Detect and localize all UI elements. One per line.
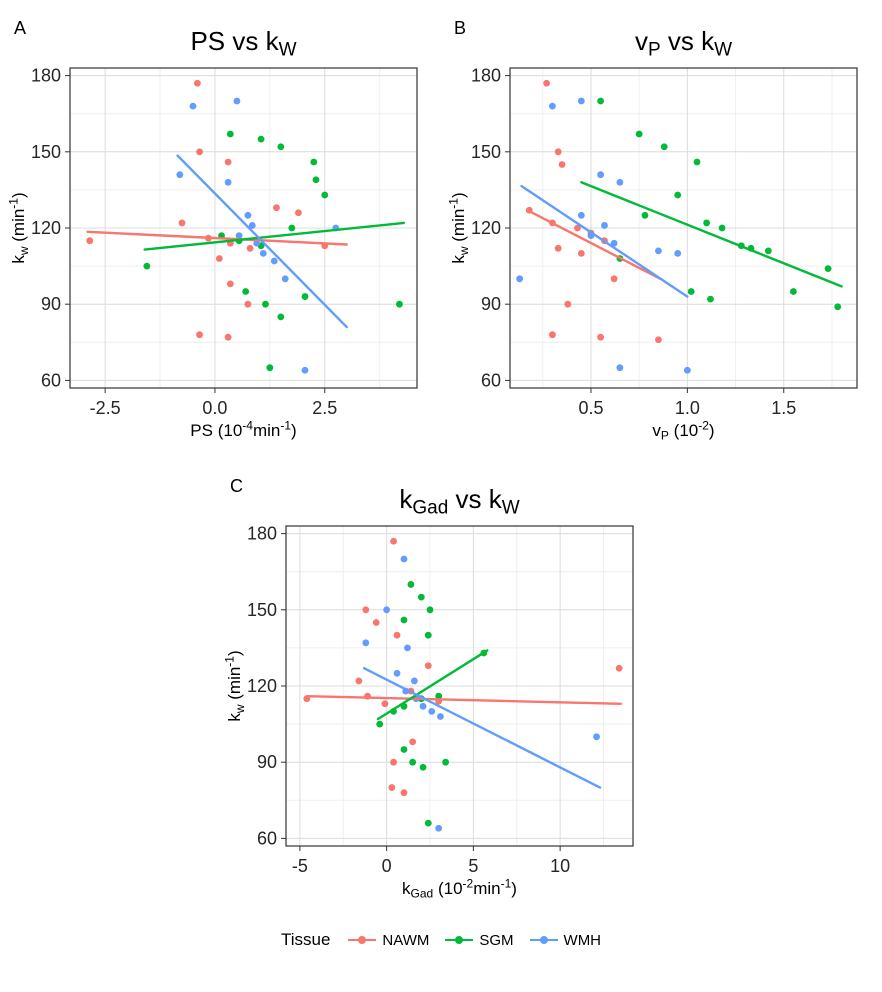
svg-text:PS (10-4min-1): PS (10-4min-1) bbox=[190, 419, 296, 440]
panel-letter-B: B bbox=[454, 18, 467, 38]
svg-text:180: 180 bbox=[247, 524, 277, 544]
svg-text:PS vs kW: PS vs kW bbox=[190, 26, 296, 61]
legend-item-nawm: NAWM bbox=[348, 932, 429, 949]
svg-text:0.5: 0.5 bbox=[578, 398, 603, 418]
svg-text:180: 180 bbox=[31, 66, 61, 86]
svg-text:1.0: 1.0 bbox=[675, 398, 700, 418]
svg-text:120: 120 bbox=[247, 676, 277, 696]
svg-text:0.0: 0.0 bbox=[202, 398, 227, 418]
panel-letter-C: C bbox=[230, 476, 243, 496]
svg-text:90: 90 bbox=[481, 294, 501, 314]
scatter-plot-ps-vs-kw: -2.5 0.0 2.5 60 90 120 150 180 PS vs kW PS (10-4m… bbox=[7, 26, 418, 440]
legend-item-wmh: WMH bbox=[529, 931, 602, 949]
svg-text:vP vs kW: vP vs kW bbox=[635, 26, 732, 61]
panel-A: A -2.5 0.0 2.5 60 90 120 150 180 PS vs kW PS (10-… bbox=[6, 6, 436, 458]
svg-text:0: 0 bbox=[382, 856, 392, 876]
legend-item-label: NAWM bbox=[382, 931, 430, 949]
svg-text:-5: -5 bbox=[292, 856, 308, 876]
legend: Tissue NAWM SGM WMH bbox=[0, 930, 882, 950]
svg-text:60: 60 bbox=[257, 828, 277, 848]
svg-text:150: 150 bbox=[31, 142, 61, 162]
nawm-point-line-glyph bbox=[348, 933, 377, 947]
legend-item-label: SGM bbox=[479, 931, 514, 949]
svg-text:90: 90 bbox=[41, 294, 61, 314]
legend-item-label: WMH bbox=[563, 931, 602, 949]
svg-text:180: 180 bbox=[471, 66, 501, 86]
svg-text:kw (min-1): kw (min-1) bbox=[7, 192, 31, 263]
scatter-plot-kgad-vs-kw: -5 0 5 10 60 90 120 150 180 kGad vs kW kGad (10-2m… bbox=[223, 484, 634, 901]
svg-text:kGad (10-2min-1): kGad (10-2min-1) bbox=[402, 877, 517, 901]
svg-text:120: 120 bbox=[31, 218, 61, 238]
panel-B: B 0.5 1.0 1.5 60 90 120 150 180 vP vs kW vP (10-2… bbox=[446, 6, 876, 458]
scatter-plot-vp-vs-kw: 0.5 1.0 1.5 60 90 120 150 180 vP vs kW vP (10-2) k… bbox=[447, 26, 858, 443]
svg-text:-2.5: -2.5 bbox=[90, 398, 121, 418]
svg-text:2.5: 2.5 bbox=[312, 398, 337, 418]
legend-title: Tissue bbox=[280, 930, 331, 949]
sgm-point-line-glyph bbox=[445, 933, 474, 947]
svg-text:120: 120 bbox=[471, 218, 501, 238]
svg-text:kw (min-1): kw (min-1) bbox=[447, 192, 471, 263]
svg-text:10: 10 bbox=[550, 856, 570, 876]
svg-text:vP (10-2): vP (10-2) bbox=[652, 419, 714, 443]
svg-text:kw (min-1): kw (min-1) bbox=[223, 650, 247, 721]
legend-item-sgm: SGM bbox=[445, 931, 514, 949]
wmh-point-line-glyph bbox=[529, 933, 558, 947]
svg-text:150: 150 bbox=[247, 600, 277, 620]
panel-letter-A: A bbox=[14, 18, 27, 38]
svg-text:5: 5 bbox=[468, 856, 478, 876]
svg-text:150: 150 bbox=[471, 142, 501, 162]
svg-text:60: 60 bbox=[41, 370, 61, 390]
svg-text:60: 60 bbox=[481, 370, 501, 390]
svg-text:1.5: 1.5 bbox=[771, 398, 796, 418]
panel-C: C -5 0 5 10 60 90 120 150 180 kGad vs kW kGad (10-… bbox=[222, 464, 652, 916]
svg-text:90: 90 bbox=[257, 752, 277, 772]
svg-text:kGad vs kW: kGad vs kW bbox=[399, 484, 519, 519]
